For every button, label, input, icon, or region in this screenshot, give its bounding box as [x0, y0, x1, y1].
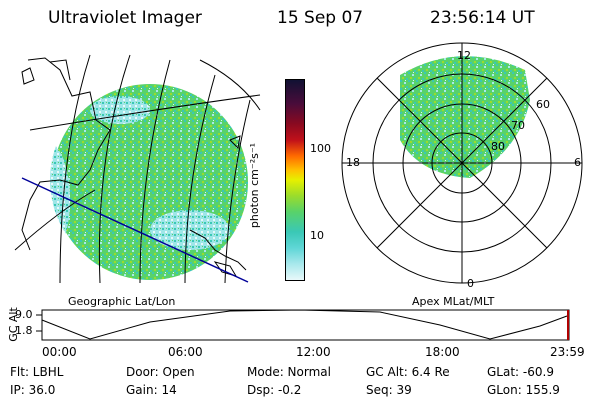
dsp-info: Dsp: -0.2 [247, 383, 302, 397]
lat-lon-grid [14, 54, 261, 283]
mlat-label-80: 80 [491, 140, 505, 153]
colorbar [285, 79, 305, 281]
mode-info: Mode: Normal [247, 365, 331, 379]
colorbar-tick-100: 100 [310, 142, 331, 155]
instrument-title: Ultraviolet Imager [48, 8, 202, 28]
glat-info: GLat: -60.9 [487, 365, 554, 379]
polar-image [341, 42, 583, 284]
flt-info: Flt: LBHL [10, 365, 64, 379]
apex-caption: Apex MLat/MLT [412, 295, 495, 308]
altitude-ytick-9: 9.0 [15, 308, 33, 321]
geographic-caption: Geographic Lat/Lon [68, 295, 176, 308]
glon-info: GLon: 155.9 [487, 383, 560, 397]
altitude-plot-frame [41, 309, 570, 341]
colorbar-tick-10: 10 [310, 229, 324, 242]
mlt-label-0: 0 [467, 277, 474, 290]
seq-info: Seq: 39 [366, 383, 412, 397]
altitude-xtick-1800: 18:00 [425, 345, 460, 359]
mlat-label-70: 70 [511, 119, 525, 132]
date-label: 15 Sep 07 [277, 8, 364, 28]
altitude-plot [36, 309, 570, 341]
altitude-curve [41, 309, 568, 340]
mlt-label-12: 12 [457, 49, 471, 62]
mlt-label-18: 18 [346, 156, 360, 169]
altitude-xtick-2359: 23:59 [550, 345, 585, 359]
time-label: 23:56:14 UT [430, 8, 535, 28]
terminator-line [21, 177, 249, 283]
door-info: Door: Open [126, 365, 195, 379]
altitude-xtick-0000: 00:00 [42, 345, 77, 359]
colorbar-unit-label: photon cm⁻²s⁻¹ [248, 142, 262, 229]
altitude-ytick-1-8: 1.8 [15, 324, 33, 337]
mlt-label-6: 6 [574, 156, 581, 169]
ip-info: IP: 36.0 [10, 383, 56, 397]
gc-alt-info: GC Alt: 6.4 Re [366, 365, 450, 379]
altitude-xtick-1200: 12:00 [296, 345, 331, 359]
mlat-label-60: 60 [536, 98, 550, 111]
geographic-image [14, 54, 261, 283]
polar-grid [341, 42, 583, 284]
gain-info: Gain: 14 [126, 383, 177, 397]
altitude-xtick-0600: 06:00 [168, 345, 203, 359]
